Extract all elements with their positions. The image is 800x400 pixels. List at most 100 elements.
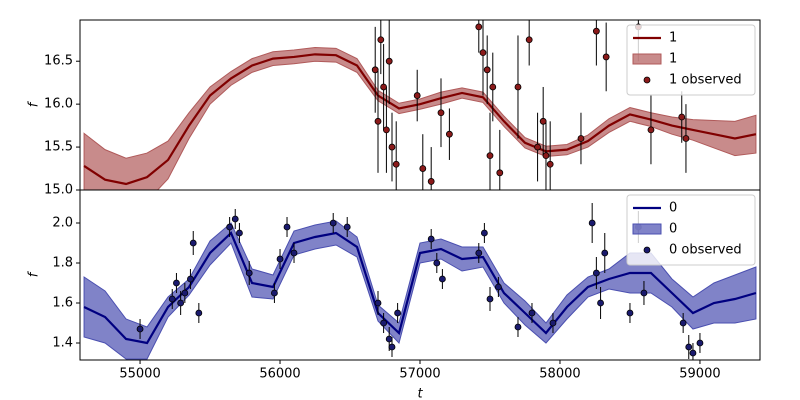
observed-point bbox=[290, 249, 298, 257]
plot-area bbox=[83, 20, 757, 190]
observed-point bbox=[647, 126, 655, 134]
observed-point bbox=[486, 295, 494, 303]
model-line bbox=[83, 231, 757, 345]
observed-point bbox=[385, 335, 393, 343]
y-tick-label: 15.5 bbox=[44, 140, 73, 155]
x-tick-label: 56000 bbox=[259, 367, 300, 382]
observed-point bbox=[419, 165, 427, 172]
x-tick-label: 59000 bbox=[679, 367, 720, 382]
x-tick-label: 57000 bbox=[399, 367, 440, 382]
observed-point bbox=[380, 319, 388, 327]
observed-point bbox=[329, 219, 337, 227]
observed-point bbox=[546, 160, 554, 168]
observed-point bbox=[427, 235, 435, 243]
observed-point bbox=[514, 323, 522, 331]
x-tick-label: 58000 bbox=[539, 367, 580, 382]
observed-point bbox=[514, 83, 522, 91]
observed-point bbox=[374, 117, 382, 125]
legend-swatch bbox=[632, 53, 662, 65]
model-line bbox=[83, 53, 757, 186]
observed-point bbox=[231, 215, 239, 223]
legend-label: 1 bbox=[669, 52, 677, 67]
legend-swatch bbox=[643, 246, 651, 254]
observed-point bbox=[682, 135, 690, 142]
observed-point bbox=[542, 152, 550, 160]
observed-point bbox=[374, 299, 382, 307]
observed-point bbox=[433, 259, 441, 267]
observed-point bbox=[181, 289, 189, 297]
y-axis-label: f bbox=[27, 270, 42, 277]
y-tick-label: 15.0 bbox=[44, 183, 73, 198]
observed-point bbox=[394, 309, 402, 317]
observed-point bbox=[226, 223, 234, 231]
observed-point bbox=[486, 152, 494, 160]
observed-point bbox=[236, 229, 243, 237]
observed-point bbox=[195, 309, 203, 317]
y-tick-label: 1.8 bbox=[52, 256, 73, 271]
observed-point bbox=[187, 275, 194, 283]
observed-point bbox=[385, 57, 393, 65]
observed-point bbox=[496, 169, 504, 177]
legend-label: 1 bbox=[669, 31, 677, 46]
legend-label: 0 bbox=[669, 222, 677, 237]
observed-point bbox=[475, 23, 483, 31]
observed-point bbox=[588, 219, 596, 227]
observed-point bbox=[245, 269, 253, 277]
observed-point bbox=[689, 349, 697, 357]
observed-point bbox=[388, 143, 396, 151]
observed-point bbox=[173, 279, 180, 287]
y-tick-label: 1.6 bbox=[52, 296, 73, 311]
plot-area bbox=[83, 203, 757, 360]
observed-point bbox=[489, 83, 497, 91]
observed-point bbox=[480, 229, 488, 237]
observed-point bbox=[136, 325, 144, 333]
observed-point bbox=[371, 66, 379, 74]
x-tick-label: 55000 bbox=[119, 367, 160, 382]
observed-point bbox=[479, 49, 487, 57]
observed-point bbox=[549, 319, 557, 327]
observed-point bbox=[539, 117, 547, 125]
y-tick-label: 16.5 bbox=[44, 54, 73, 69]
y-tick-label: 16.0 bbox=[44, 97, 73, 112]
observed-point bbox=[626, 309, 634, 317]
observed-point bbox=[525, 36, 533, 44]
observed-point bbox=[602, 53, 610, 61]
y-axis-label: f bbox=[27, 100, 42, 107]
observed-point bbox=[392, 160, 400, 168]
observed-point bbox=[343, 223, 351, 231]
legend-label: 1 observed bbox=[669, 73, 742, 88]
observed-point bbox=[592, 269, 600, 277]
observed-point bbox=[388, 343, 396, 351]
observed-point bbox=[696, 339, 704, 347]
observed-point bbox=[678, 113, 686, 121]
legend-box bbox=[626, 24, 756, 96]
observed-point bbox=[177, 299, 185, 307]
observed-point bbox=[475, 249, 483, 257]
observed-point bbox=[679, 319, 687, 327]
observed-point bbox=[383, 126, 390, 134]
observed-point bbox=[413, 92, 421, 99]
observed-point bbox=[283, 223, 291, 231]
observed-point bbox=[427, 178, 435, 185]
observed-point bbox=[438, 275, 446, 283]
observed-point bbox=[534, 143, 541, 151]
legend-swatch bbox=[643, 76, 651, 84]
observed-point bbox=[592, 27, 600, 35]
legend-label: 0 bbox=[669, 201, 677, 216]
observed-point bbox=[577, 135, 585, 142]
observed-point bbox=[271, 289, 278, 297]
observed-point bbox=[437, 109, 445, 117]
observed-point bbox=[276, 255, 284, 263]
observed-point bbox=[483, 66, 491, 74]
observed-point bbox=[189, 239, 197, 247]
observed-point bbox=[528, 309, 536, 317]
legend-box bbox=[626, 194, 756, 266]
observed-point bbox=[640, 289, 648, 297]
observed-point bbox=[494, 283, 502, 291]
legend-label: 0 observed bbox=[669, 243, 742, 258]
observed-point bbox=[380, 83, 388, 91]
y-tick-label: 2.0 bbox=[52, 216, 73, 231]
x-axis-label: t bbox=[417, 387, 423, 400]
y-tick-label: 1.4 bbox=[52, 336, 73, 351]
